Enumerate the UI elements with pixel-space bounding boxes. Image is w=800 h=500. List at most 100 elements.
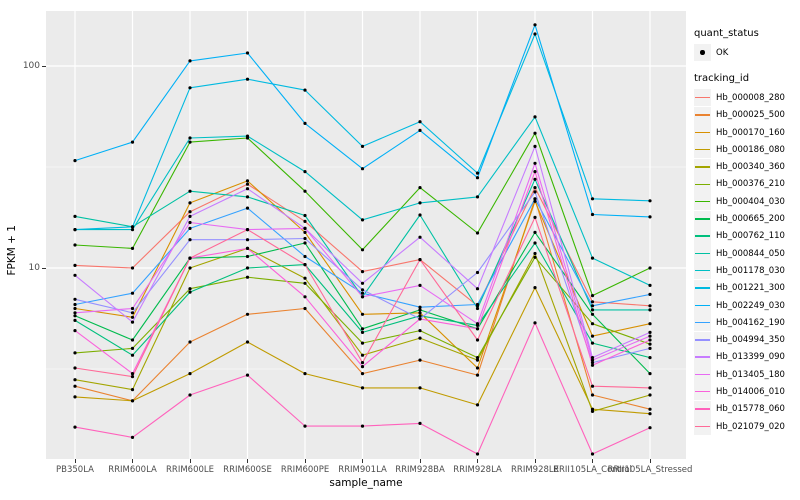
data-point [590,341,595,345]
legend-item: Hb_015778_060 [694,400,785,418]
legend-item: Hb_000762_110 [694,227,785,245]
data-point [245,312,250,316]
data-point [130,375,135,379]
legend-item: Hb_002249_030 [694,297,785,314]
legend-item-label: Hb_000025_500 [716,110,785,121]
data-point [73,214,77,218]
data-point [648,330,652,334]
data-point [418,305,422,309]
data-point [245,373,250,377]
x-tick-label: RRIM600LE [166,465,214,475]
data-point [245,275,250,279]
data-point [303,372,307,376]
data-point [475,306,480,311]
x-tick-label: RRIM928LA [453,465,502,475]
data-point [418,329,422,333]
legend-key-swatch [694,366,711,384]
legend-line-icon [695,97,710,99]
data-point [360,248,365,252]
legend-key-swatch [694,175,711,193]
legend-item-label: OK [716,47,729,58]
data-point [648,426,652,430]
data-point [73,306,77,311]
data-point [130,266,135,270]
legend-line-icon [695,287,710,289]
point-marker-icon [700,50,705,55]
data-point [533,215,537,219]
data-point [130,388,135,392]
data-point [475,287,480,291]
data-point [590,361,595,365]
data-point [360,281,365,285]
data-point [590,407,595,411]
data-point [245,254,250,259]
x-tick-label: RRII105LA_Control [553,465,632,475]
data-point [360,372,365,376]
data-point [360,353,365,357]
data-point [360,270,365,274]
data-point [130,311,135,315]
legend-key-swatch [694,400,711,418]
data-point [533,230,537,234]
y-tick-label: 10 [28,263,40,273]
legend-item: Hb_004162_190 [694,314,785,332]
legend-line-icon [695,425,710,428]
data-point [73,159,77,163]
data-point [590,356,595,360]
data-point [130,306,135,311]
data-point [73,329,77,333]
data-point [130,372,135,376]
data-point [188,214,192,218]
legend-item-label: Hb_002249_030 [716,300,785,311]
data-point [245,182,250,186]
legend-item: Hb_021079_020 [694,418,785,436]
legend-item: Hb_000008_280 [694,89,785,107]
data-point [533,197,537,201]
data-point [245,266,250,270]
data-point [418,336,422,340]
data-point [590,409,595,413]
data-point [475,366,480,370]
x-tick-mark [419,459,421,463]
legend-key-swatch [694,141,711,159]
data-point [475,231,480,235]
data-point [533,177,537,181]
data-point [590,334,595,338]
legend-line-icon [695,218,710,220]
data-point [188,59,192,63]
data-point [648,292,652,296]
data-point [533,241,537,245]
data-point [648,308,652,312]
legend-item-label: Hb_015778_060 [716,404,785,415]
data-point [188,201,192,205]
data-point [418,314,422,318]
data-point [533,321,537,325]
data-point [475,358,480,362]
data-point [130,315,135,319]
data-point [475,270,480,275]
legend-item-label: Hb_004162_190 [716,317,785,328]
data-point [533,199,537,203]
plot-canvas [46,11,686,459]
data-point [648,372,652,376]
data-point [245,187,250,191]
data-point [188,393,192,397]
legend-item: Hb_013405_180 [694,366,785,384]
data-point [73,263,77,267]
data-point [360,365,365,369]
data-point [648,407,652,411]
legend-line-icon [695,148,710,151]
data-point [418,386,422,390]
data-point [590,300,595,304]
legend: quant_status OK tracking_id Hb_000008_28… [694,26,785,436]
data-point [245,195,250,199]
data-point [648,346,652,350]
data-point [475,327,480,331]
data-point [188,86,192,90]
data-point [73,314,77,318]
data-point [73,318,77,322]
legend-key-swatch [694,418,711,436]
data-point [590,212,595,217]
data-point [73,273,77,277]
legend-spacer [694,61,785,71]
